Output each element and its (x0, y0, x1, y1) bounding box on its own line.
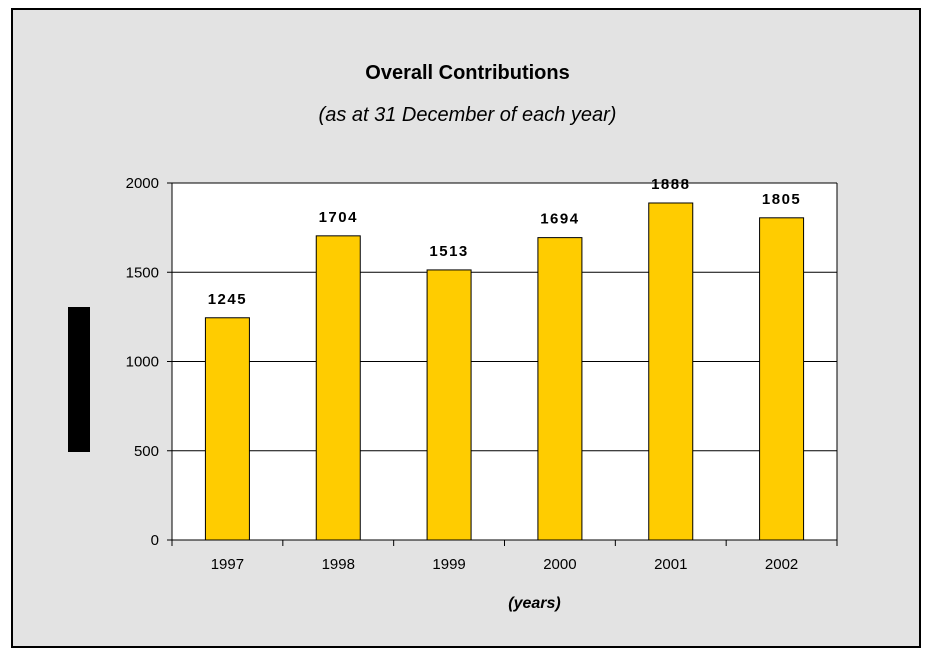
chart-title: Overall Contributions (365, 62, 570, 84)
y-tick-label: 1000 (126, 354, 159, 371)
x-tick-label: 2001 (654, 556, 687, 573)
bar (315, 235, 361, 541)
data-label: 1245 (208, 291, 247, 308)
x-tick-label: 1999 (432, 556, 465, 573)
y-tick-label: 2000 (126, 175, 159, 192)
data-label: 1694 (540, 211, 579, 228)
bar (759, 217, 805, 541)
y-tick-label: 0 (151, 532, 159, 549)
data-label: 1704 (319, 209, 358, 226)
data-label: 1888 (651, 176, 690, 193)
x-axis-title: (years) (508, 595, 560, 612)
y-tick-label: 1500 (126, 264, 159, 281)
chart-subtitle: (as at 31 December of each year) (318, 104, 617, 126)
x-tick-label: 2002 (765, 556, 798, 573)
x-tick-label: 1997 (211, 556, 244, 573)
data-label: 1513 (429, 243, 468, 260)
x-tick-label: 2000 (543, 556, 576, 573)
redacted-axis-label-block (68, 307, 90, 452)
y-tick-label: 500 (134, 443, 159, 460)
bar (426, 269, 472, 541)
bar (204, 317, 250, 541)
data-label: 1805 (762, 191, 801, 208)
bar (648, 202, 694, 541)
x-tick-label: 1998 (322, 556, 355, 573)
bar (537, 237, 583, 541)
